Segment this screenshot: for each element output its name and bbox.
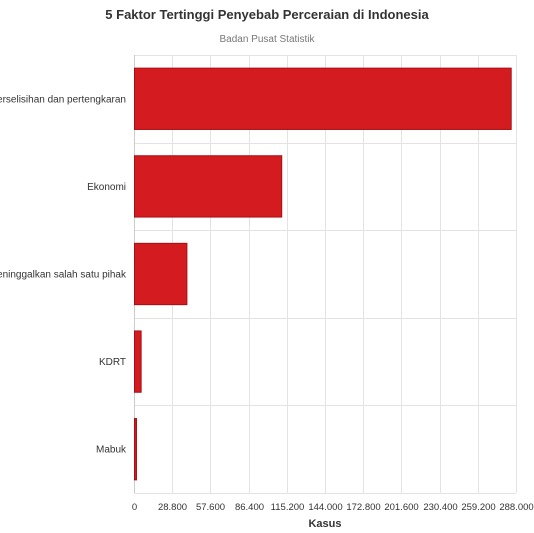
x-tick-label: 28.800 (158, 502, 187, 513)
category-label: Perselisihan dan pertengkaran (0, 94, 126, 105)
x-tick-label: 57.600 (196, 502, 225, 513)
x-tick-label: 115.200 (271, 502, 305, 513)
category-label: Mabuk (96, 445, 127, 456)
category-labels: Perselisihan dan pertengkaran Ekonomi Meni… (0, 94, 127, 455)
chart-subtitle: Badan Pusat Statistik (219, 34, 315, 45)
x-axis-title: Kasus (308, 518, 341, 530)
x-tick-label: 0 (132, 502, 137, 513)
x-tick-label: 86.400 (235, 502, 264, 513)
x-tick-labels: 0 28.800 57.600 86.400 115.200 144.000 172.800… (132, 502, 534, 513)
category-label: KDRT (99, 357, 126, 368)
x-tick-label: 230.400 (423, 502, 457, 513)
category-label: Ekonomi (87, 182, 126, 193)
x-tick-label: 259.200 (461, 502, 495, 513)
chart-title: 5 Faktor Tertinggi Penyebab Perceraian d… (105, 7, 429, 22)
x-tick-label: 172.800 (346, 502, 380, 513)
bar-kdrt[interactable] (134, 330, 142, 393)
bars (134, 67, 512, 481)
bar-meninggalkan-salah-satu-pihak[interactable] (134, 242, 188, 306)
x-tick-label: 144.000 (308, 502, 342, 513)
x-tick-label: 288.000 (499, 502, 533, 513)
bar-mabuk[interactable] (134, 418, 137, 481)
category-label: Meninggalkan salah satu pihak (0, 270, 127, 281)
bar-ekonomi[interactable] (134, 155, 283, 218)
bar-perselisihan-dan-pertengkaran[interactable] (134, 67, 512, 130)
x-tick-label: 201.600 (384, 502, 418, 513)
